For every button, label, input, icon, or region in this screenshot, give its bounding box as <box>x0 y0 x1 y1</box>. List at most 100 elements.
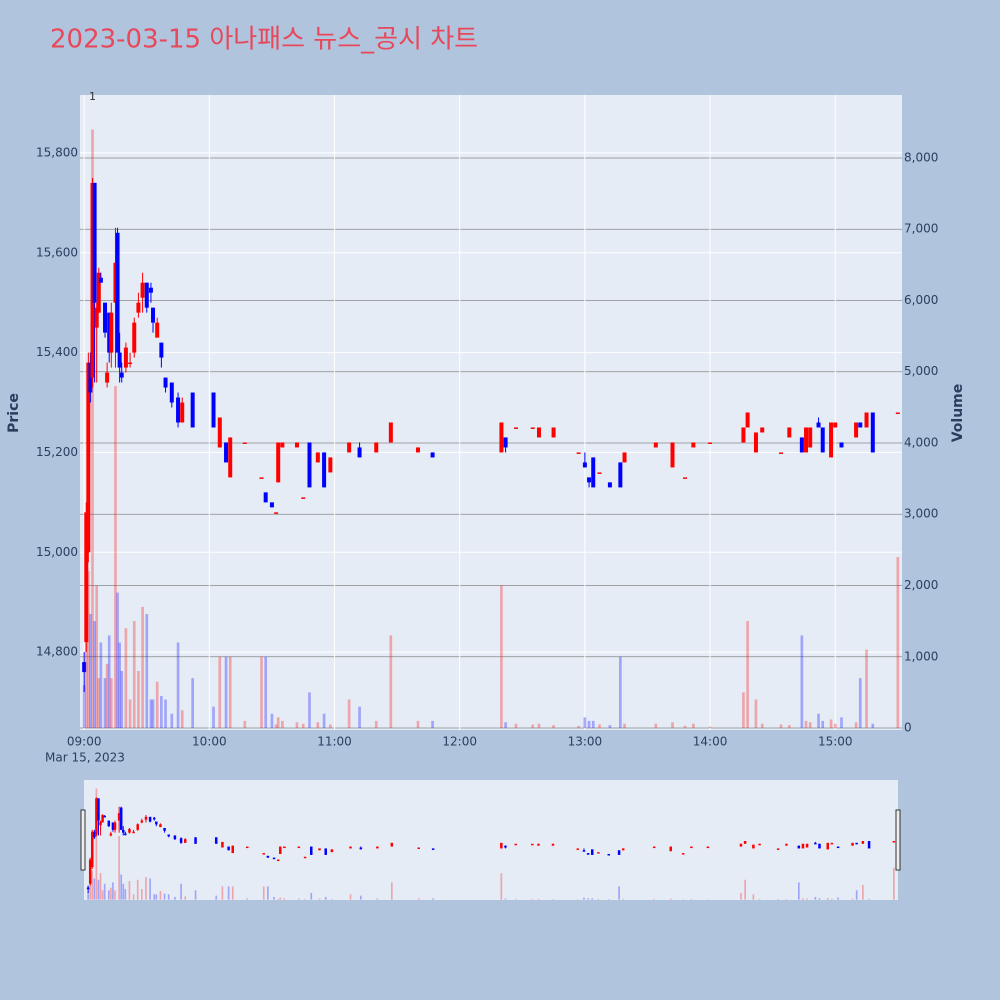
volume-bar <box>504 722 507 729</box>
candle-body <box>123 347 128 368</box>
candle-body <box>119 807 123 830</box>
y2-tick-label: 8,000 <box>904 150 938 164</box>
candle-body <box>107 312 112 353</box>
volume-bar <box>788 725 791 729</box>
candle-body <box>330 849 334 853</box>
candle-body <box>128 828 131 833</box>
y-axis-title: Price <box>6 393 22 433</box>
volume-bar <box>91 129 94 729</box>
volume-bar <box>607 899 610 900</box>
candle-body <box>587 477 592 483</box>
candle-body <box>681 853 685 855</box>
candle-body <box>310 846 313 855</box>
volume-bar <box>552 725 555 729</box>
volume-bar <box>740 893 742 900</box>
volume-bar <box>746 621 749 729</box>
y-tick-label: 14,800 <box>36 645 78 659</box>
volume-bar <box>683 725 687 729</box>
candle-body <box>276 859 280 862</box>
volume-bar <box>298 898 300 900</box>
volume-bar <box>274 724 278 729</box>
range-handle[interactable] <box>895 809 901 871</box>
volume-bar <box>243 720 247 729</box>
y2-tick-label: 3,000 <box>904 507 938 521</box>
volume-bar <box>149 699 153 729</box>
candle-body <box>390 842 394 847</box>
volume-bar <box>128 699 132 729</box>
candle-body <box>499 422 504 453</box>
x-tick-label: 09:00 <box>67 735 102 749</box>
volume-bar <box>855 890 858 900</box>
candle-body <box>753 432 758 453</box>
volume-bar <box>504 898 507 900</box>
candle-body <box>787 427 792 438</box>
volume-bar <box>227 886 230 900</box>
volume-bar <box>262 886 265 900</box>
volume-bar <box>228 656 232 729</box>
volume-bar <box>591 720 595 729</box>
range-slider[interactable] <box>84 780 898 900</box>
candle-body <box>683 477 688 479</box>
volume-bar <box>893 867 895 900</box>
candle-body <box>706 846 710 849</box>
volume-bar <box>374 720 378 729</box>
volume-bar <box>301 723 305 729</box>
candle-body <box>117 813 121 821</box>
x-tick-label: 11:00 <box>317 735 352 749</box>
candle-body <box>741 427 746 443</box>
candle-body <box>221 841 224 848</box>
volume-bar <box>777 898 780 900</box>
candle-body <box>315 452 320 463</box>
candle-body <box>151 307 156 323</box>
candle-body <box>551 843 555 846</box>
volume-bar <box>806 898 808 900</box>
candle-body <box>274 512 279 514</box>
volume-bar <box>671 722 674 729</box>
volume-bar <box>347 699 351 729</box>
candle-body <box>99 821 102 826</box>
volume-bar <box>224 656 228 729</box>
volume-bar <box>514 898 517 900</box>
volume-bar <box>531 898 534 900</box>
candle-body <box>376 846 379 849</box>
candle-body <box>301 497 306 499</box>
volume-bar <box>587 720 591 729</box>
candle-body <box>169 382 174 403</box>
candle-body <box>136 302 141 313</box>
volume-bar <box>329 724 332 729</box>
candle-body <box>231 845 235 854</box>
volume-bar <box>622 898 625 900</box>
volume-bar <box>360 895 362 900</box>
candle-body <box>607 853 611 856</box>
volume-bar <box>862 885 864 900</box>
candle-body <box>163 828 166 831</box>
volume-bar <box>591 898 594 900</box>
candle-body <box>504 845 507 848</box>
candle-body <box>814 842 817 845</box>
volume-bar <box>93 621 96 729</box>
volume-bar <box>817 713 820 729</box>
candle-body <box>836 846 840 849</box>
volume-bar <box>283 898 286 900</box>
volume-bar <box>159 891 162 900</box>
volume-bar <box>95 585 99 729</box>
candle-body <box>576 452 581 454</box>
candle-body <box>621 848 625 851</box>
volume-bar <box>107 635 111 729</box>
range-handle[interactable] <box>80 809 86 871</box>
volume-bar <box>389 635 393 729</box>
candle-body <box>816 422 821 428</box>
y2-axis-title: Volume <box>950 384 966 443</box>
volume-bar <box>833 723 837 729</box>
volume-bar <box>318 898 321 900</box>
candle-body <box>183 839 187 843</box>
volume-bar <box>155 681 159 729</box>
candle-body <box>690 846 693 849</box>
candle-body <box>536 427 541 438</box>
volume-bar <box>110 887 112 900</box>
candle-body <box>217 417 222 448</box>
candle-body <box>259 477 264 479</box>
candle-body <box>858 422 863 428</box>
candle-body <box>617 850 621 855</box>
volume-bar <box>124 889 127 900</box>
